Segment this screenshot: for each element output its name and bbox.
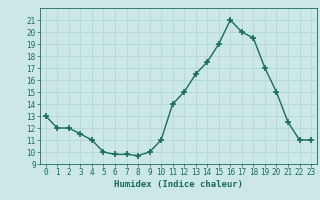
X-axis label: Humidex (Indice chaleur): Humidex (Indice chaleur) xyxy=(114,180,243,189)
